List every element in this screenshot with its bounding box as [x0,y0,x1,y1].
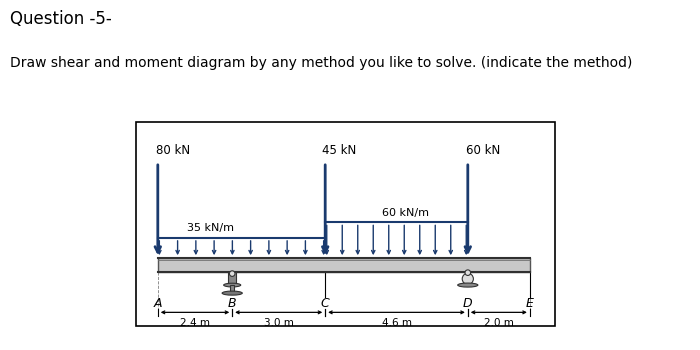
Text: B: B [228,297,237,310]
Ellipse shape [224,283,241,287]
Text: 80 kN: 80 kN [156,144,190,158]
Text: E: E [526,297,533,310]
Text: 35 kN/m: 35 kN/m [187,223,234,233]
Text: C: C [321,297,330,310]
Text: 4.6 m: 4.6 m [382,318,412,328]
Text: 2.0 m: 2.0 m [484,318,514,328]
Text: Question -5-: Question -5- [10,10,112,28]
Circle shape [465,270,470,275]
Text: D: D [463,297,473,310]
Ellipse shape [458,283,478,287]
Bar [228,272,236,284]
Text: 60 kN: 60 kN [466,144,500,158]
Bar [230,285,234,292]
Ellipse shape [222,291,242,295]
Bar [158,258,530,272]
Text: 60 kN/m: 60 kN/m [382,208,429,218]
Text: 3.0 m: 3.0 m [264,318,293,328]
Circle shape [462,273,473,285]
Text: 2.4 m: 2.4 m [180,318,210,328]
Text: A: A [153,297,162,310]
Circle shape [230,271,235,277]
Text: 45 kN: 45 kN [322,144,356,158]
Text: Draw shear and moment diagram by any method you like to solve. (indicate the met: Draw shear and moment diagram by any met… [10,56,633,70]
